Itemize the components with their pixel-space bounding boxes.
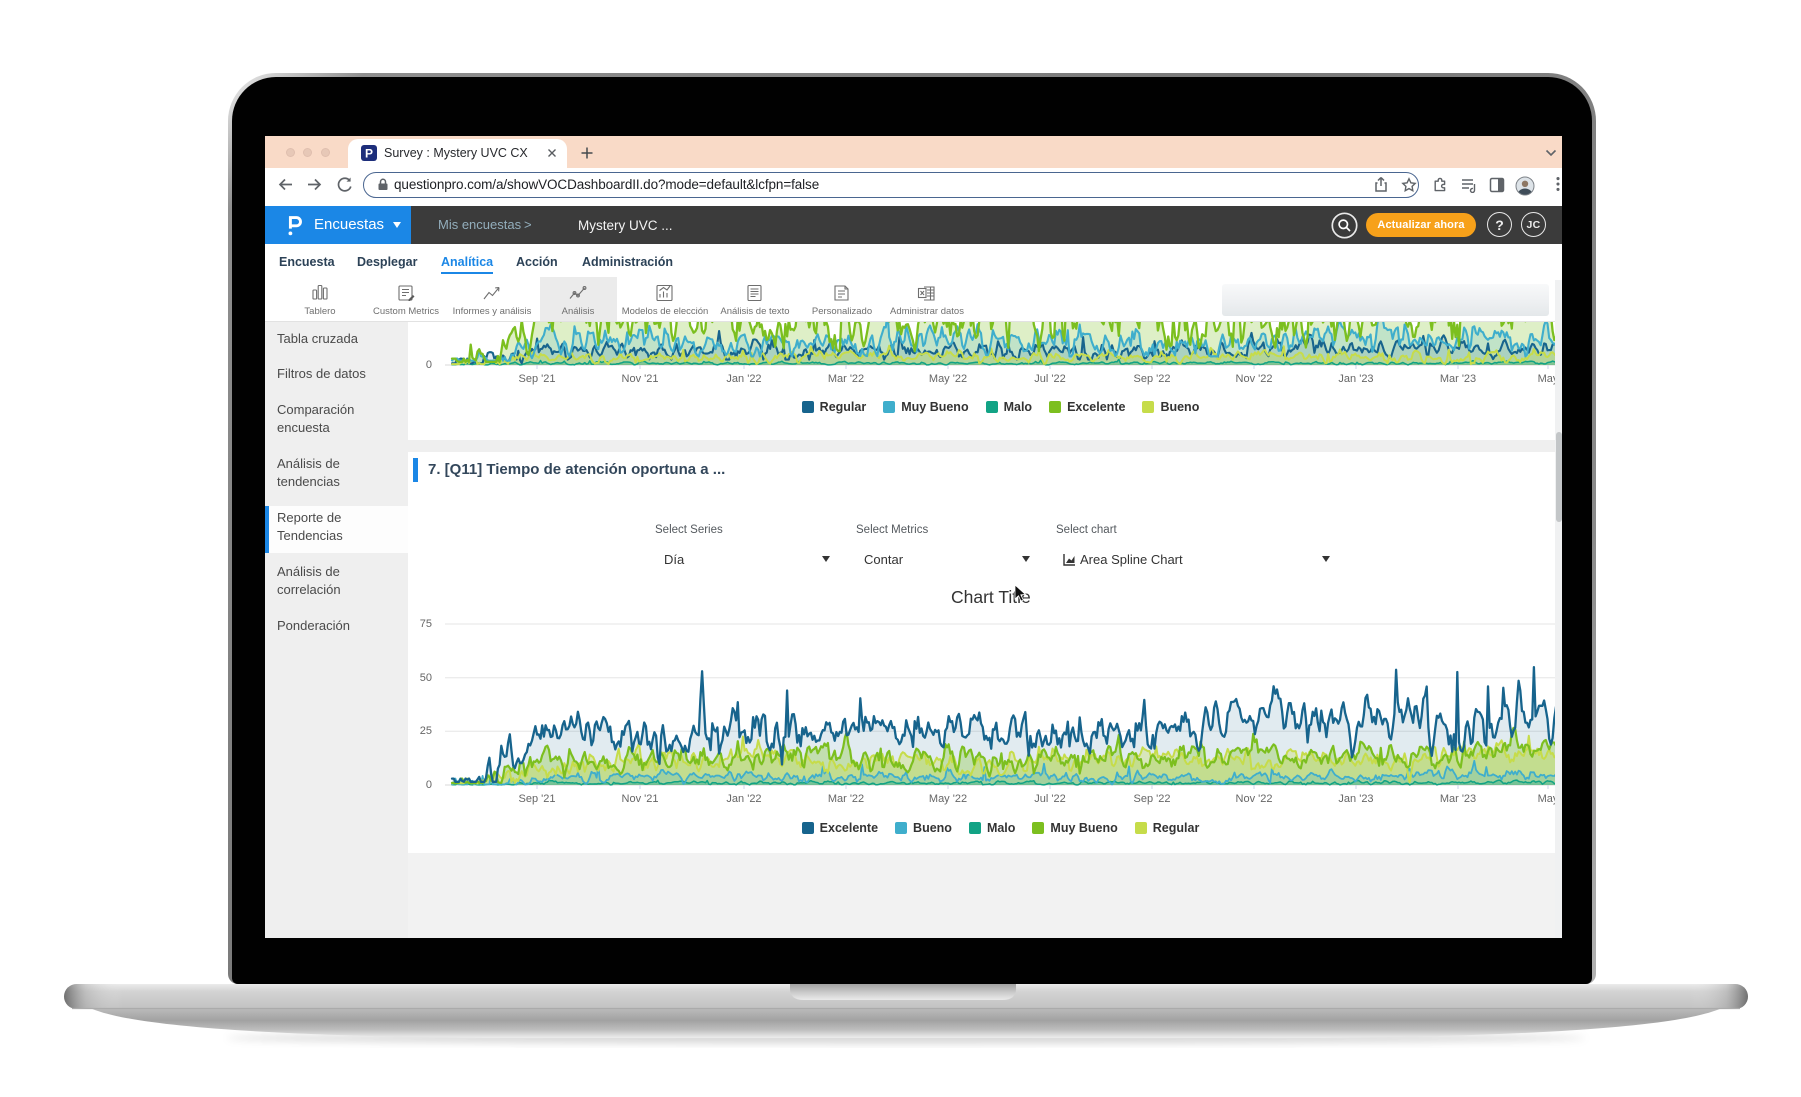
svg-text:P: P <box>365 147 373 161</box>
